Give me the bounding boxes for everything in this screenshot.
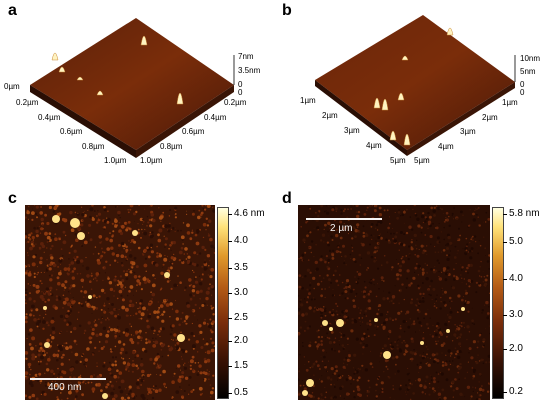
panel-b-left-axis-0: 1µm bbox=[300, 96, 316, 105]
panel-b-left-axis-4: 5µm bbox=[390, 156, 406, 165]
panel-d-colorbar-label-0: 5.8 nm bbox=[509, 208, 540, 219]
panel-c-colorbar-label-2: 3.5 bbox=[234, 262, 248, 273]
panel-c-letter: c bbox=[8, 190, 17, 207]
panel-c-colorbar-label-7: 0.5 bbox=[234, 387, 248, 398]
panel-b-right-axis-1: 1µm bbox=[502, 98, 518, 107]
panel-c-afm-image bbox=[25, 205, 215, 400]
panel-c-scalebar bbox=[30, 378, 106, 380]
panel-a-right-axis-0: 0 bbox=[238, 88, 243, 97]
panel-b-right-axis-4: 4µm bbox=[438, 142, 454, 151]
panel-a-letter: a bbox=[8, 2, 17, 19]
panel-c-colorbar-label-6: 1.5 bbox=[234, 360, 248, 371]
panel-b-left-axis-1: 2µm bbox=[322, 111, 338, 120]
panel-d-colorbar-label-1: 5.0 bbox=[509, 236, 523, 247]
panel-b-3d-surface bbox=[315, 15, 516, 156]
panel-a-left-axis-3: 0.6µm bbox=[60, 127, 83, 136]
panel-a-right-axis-4: 0.8µm bbox=[160, 142, 183, 151]
panel-b-right-axis-5: 5µm bbox=[414, 156, 430, 165]
panel-a-3d-surface bbox=[30, 18, 235, 158]
panel-a-left-axis-4: 0.8µm bbox=[82, 142, 105, 151]
panel-a-left-axis-5: 1.0µm bbox=[104, 156, 127, 165]
panel-b-letter: b bbox=[282, 2, 292, 19]
panel-b-peaks bbox=[373, 27, 454, 146]
panel-c-colorbar-label-0: 4.6 nm bbox=[234, 208, 265, 219]
panel-c-colorbar-label-1: 4.0 bbox=[234, 235, 248, 246]
panel-a-right-axis-5: 1.0µm bbox=[140, 156, 163, 165]
panel-a-left-axis-1: 0.2µm bbox=[16, 98, 39, 107]
panel-b-left-axis-2: 3µm bbox=[344, 126, 360, 135]
panel-b-right-axis-2: 2µm bbox=[482, 113, 498, 122]
panel-a-z-label-mid: 3.5nm bbox=[238, 66, 261, 75]
panel-a-left-axis-2: 0.4µm bbox=[38, 113, 61, 122]
panel-a-peaks bbox=[51, 35, 184, 105]
panel-a-right-axis-2: 0.4µm bbox=[204, 113, 227, 122]
panel-d-afm-image bbox=[298, 205, 490, 400]
panel-c-scalebar-label: 400 nm bbox=[48, 382, 82, 393]
panel-b-z-label-mid: 5nm bbox=[520, 67, 536, 76]
panel-c-colorbar-label-5: 2.0 bbox=[234, 335, 248, 346]
panel-d-colorbar-label-3: 3.0 bbox=[509, 309, 523, 320]
panel-d-scalebar bbox=[306, 218, 382, 220]
panel-b-left-axis-3: 4µm bbox=[366, 141, 382, 150]
panel-a-right-axis-3: 0.6µm bbox=[182, 127, 205, 136]
panel-c-colorbar bbox=[217, 207, 229, 399]
panel-b-right-axis-3: 3µm bbox=[460, 127, 476, 136]
panel-a-right-axis-1: 0.2µm bbox=[224, 98, 247, 107]
panel-d-colorbar-label-5: 0.2 bbox=[509, 386, 523, 397]
panel-a-left-axis-0: 0µm bbox=[4, 82, 20, 91]
panel-a-z-label-top: 7nm bbox=[238, 52, 254, 61]
panel-d-colorbar-label-4: 2.0 bbox=[509, 343, 523, 354]
panel-a-z-label-bottom: 0 bbox=[238, 80, 243, 89]
panel-c-colorbar-label-4: 2.5 bbox=[234, 312, 248, 323]
panel-b-z-label-bottom: 0 bbox=[520, 80, 525, 89]
panel-d-letter: d bbox=[282, 190, 292, 207]
panel-d-scalebar-label: 2 µm bbox=[330, 223, 353, 234]
panel-d-colorbar bbox=[492, 207, 504, 399]
panel-d-colorbar-label-2: 4.0 bbox=[509, 273, 523, 284]
panel-b-right-axis-0: 0 bbox=[520, 88, 525, 97]
panel-b-z-label-top: 10nm bbox=[520, 54, 541, 63]
panel-c-colorbar-label-3: 3.0 bbox=[234, 287, 248, 298]
